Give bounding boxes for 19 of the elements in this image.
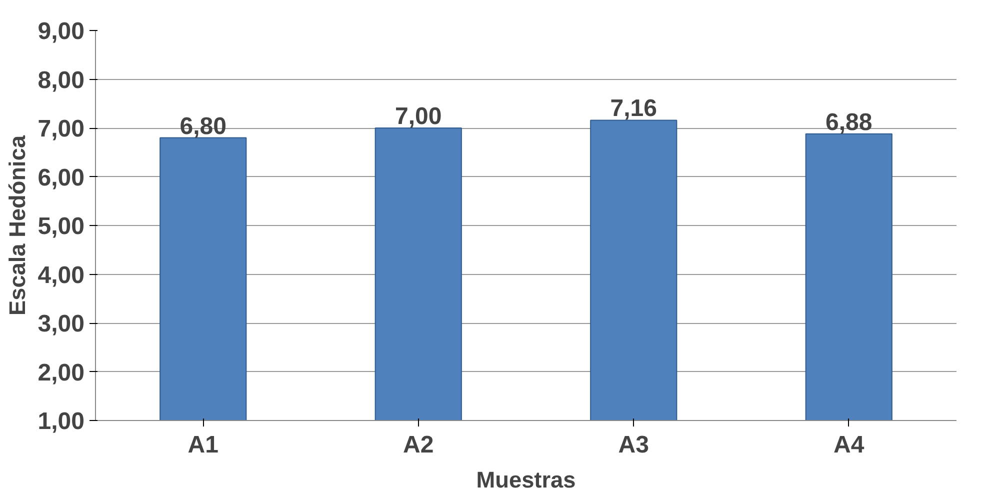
data-label: 7,16 (610, 95, 657, 122)
data-label: 6,88 (826, 108, 872, 136)
x-tick-label: A1 (188, 432, 218, 458)
data-label: 6,80 (180, 112, 226, 140)
y-tick-label: 8,00 (38, 66, 85, 94)
y-tick-label: 6,00 (38, 164, 85, 192)
y-tick-label: 3,00 (38, 310, 85, 338)
x-tick-label: A2 (403, 432, 434, 458)
x-tick-label: A4 (834, 432, 865, 458)
y-tick-label: 4,00 (38, 262, 85, 289)
y-tick-label: 5,00 (38, 213, 85, 240)
data-label: 7,00 (395, 103, 442, 130)
y-axis-title: Escala Hedónica (4, 135, 30, 316)
y-tick-label: 2,00 (38, 359, 85, 386)
y-tick-label: 9,00 (38, 18, 85, 45)
y-tick-label: 1,00 (38, 408, 85, 435)
x-tick-label: A3 (618, 432, 649, 458)
y-tick-label: 7,00 (38, 116, 85, 142)
x-axis-title: Muestras (476, 466, 576, 492)
